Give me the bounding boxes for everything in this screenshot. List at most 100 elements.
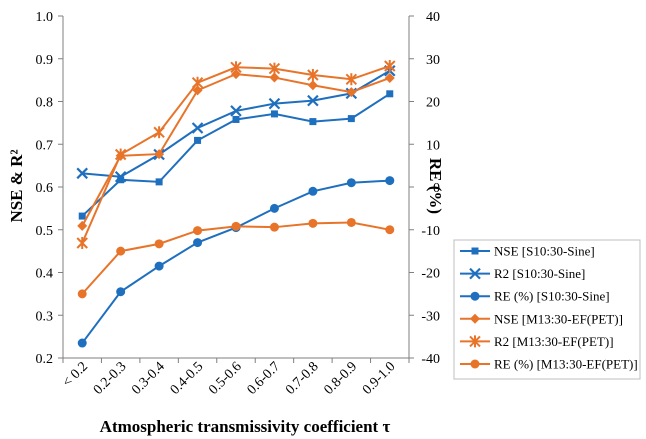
legend-item: NSE [M13:30-EF(PET)] (460, 311, 623, 326)
legend-label: RE (%) [S10:30-Sine] (494, 289, 610, 304)
series-line (81, 179, 390, 344)
data-point (116, 246, 126, 256)
x-axis-label: Atmospheric transmissivity coefficient τ (100, 417, 391, 436)
series-1 (78, 90, 394, 220)
y2-tick-label: 20 (426, 96, 440, 111)
data-point (269, 203, 279, 213)
data-point (76, 167, 89, 180)
y2-axis-label: RE (%) (426, 158, 445, 214)
y-tick-label: 0.6 (36, 181, 54, 196)
y-tick-label: 0.4 (36, 267, 54, 282)
data-point (346, 217, 356, 227)
data-point (346, 87, 357, 98)
data-point (231, 69, 241, 80)
data-point (232, 115, 240, 123)
data-point (77, 289, 87, 299)
y2-tick-label: 10 (426, 138, 440, 153)
data-point (76, 237, 88, 250)
y2-tick-label: -10 (421, 224, 440, 239)
x-tick-label: 0.7-0.8 (283, 359, 322, 398)
y-tick-label: 0.7 (36, 138, 54, 153)
legend-swatch-marker (469, 335, 481, 348)
x-tick-label: 0.2-0.3 (91, 359, 130, 398)
legend-swatch-marker (471, 247, 479, 255)
data-point (308, 218, 318, 228)
data-point (230, 105, 242, 117)
data-point (114, 148, 127, 161)
data-point (347, 115, 355, 123)
data-point (268, 97, 281, 110)
x-tick-label: 0.3-0.4 (129, 359, 168, 398)
y-tick-label: 0.8 (36, 96, 54, 111)
data-point (385, 176, 395, 186)
legend-label: R2 [S10:30-Sine] (494, 266, 585, 281)
series-line (81, 221, 390, 295)
legend-item: NSE [S10:30-Sine] (460, 244, 595, 259)
y-tick-label: 0.5 (36, 224, 54, 239)
data-point (154, 261, 164, 271)
data-point (153, 126, 165, 139)
data-point (309, 118, 317, 126)
y2-tick-label: -40 (421, 352, 440, 367)
series-5 (76, 60, 396, 250)
y2-tick-label: 30 (426, 53, 440, 68)
data-point (308, 186, 318, 196)
data-point (193, 226, 203, 236)
legend: NSE [S10:30-Sine] R2 [S10:30-Sine] RE (%) … (453, 239, 641, 380)
legend-label: R2 [M13:30-EF(PET)] (494, 334, 614, 349)
data-point (230, 61, 242, 74)
legend-item: R2 [S10:30-Sine] (460, 266, 585, 281)
data-point (191, 122, 204, 134)
legend-item: RE (%) [M13:30-EF(PET)] (460, 357, 638, 372)
y2-tick-label: 40 (426, 10, 440, 25)
data-point (307, 94, 319, 107)
legend-item: RE (%) [S10:30-Sine] (460, 289, 610, 304)
y-tick-label: 0.9 (36, 53, 54, 68)
data-point (307, 68, 319, 81)
y-axis-label: NSE & R² (7, 149, 26, 222)
legend-swatch-marker (469, 267, 481, 280)
data-point (116, 287, 126, 297)
data-point (77, 220, 88, 231)
data-point (192, 85, 203, 96)
series-4 (77, 69, 395, 231)
data-point (268, 62, 281, 75)
data-point (385, 225, 395, 235)
data-point (307, 80, 318, 91)
data-point (191, 76, 204, 89)
x-tick-label: 0.9-1.0 (360, 359, 399, 398)
data-point (77, 338, 87, 348)
series-3 (77, 176, 395, 348)
y-tick-label: 0.2 (36, 352, 54, 367)
x-tick-label: 0.6-0.7 (245, 359, 284, 398)
data-point (114, 170, 127, 183)
series-6 (77, 217, 395, 299)
y2-tick-label: -20 (421, 267, 440, 282)
legend-label: NSE [M13:30-EF(PET)] (494, 311, 623, 326)
legend-label: NSE [S10:30-Sine] (494, 244, 595, 259)
series-line (82, 69, 391, 178)
y-tick-label: 1.0 (36, 10, 54, 25)
legend-label: RE (%) [M13:30-EF(PET)] (494, 357, 638, 372)
data-point (269, 72, 280, 83)
data-point (78, 212, 86, 220)
y2-tick-label: -30 (421, 309, 440, 324)
data-point (386, 90, 394, 98)
data-point (269, 222, 279, 232)
x-tick-label: 0.4-0.5 (168, 359, 207, 398)
data-point (384, 60, 396, 73)
y-tick-label: 0.3 (36, 309, 54, 324)
legend-swatch-marker (470, 291, 480, 301)
x-tick-label: 0.5-0.6 (206, 359, 245, 398)
data-point (345, 73, 358, 86)
legend-swatch-marker (470, 313, 480, 324)
data-point (346, 178, 356, 188)
y2-tick-label: 0 (433, 181, 440, 196)
legend-swatch-marker (470, 359, 480, 369)
data-point (154, 239, 164, 249)
data-point (193, 238, 203, 248)
x-tick-label: 0.8-0.9 (322, 359, 361, 398)
data-point (231, 221, 241, 231)
series-layer (76, 60, 396, 348)
